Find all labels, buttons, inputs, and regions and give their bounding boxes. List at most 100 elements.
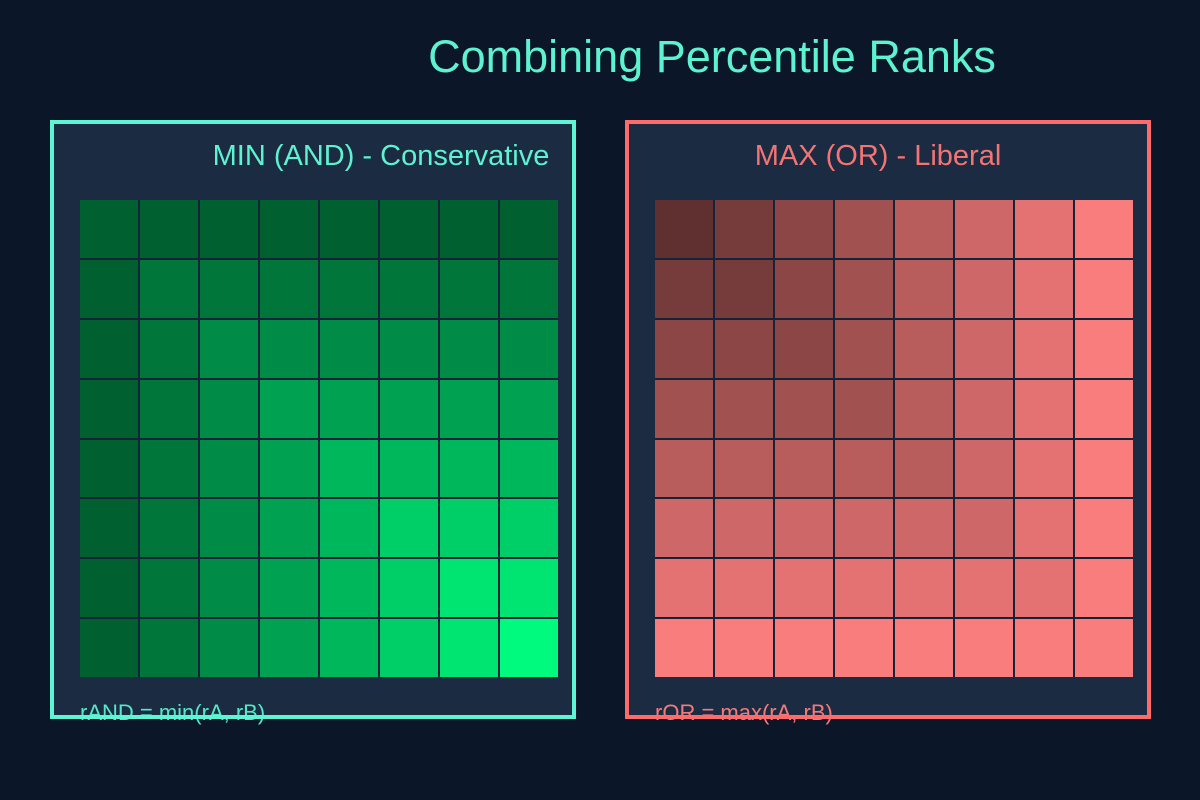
heatmap-cell (775, 259, 833, 318)
heatmap-cell (895, 619, 953, 677)
heatmap-cell (895, 439, 953, 498)
heatmap-cell (835, 379, 893, 438)
heatmap-cell (260, 559, 318, 618)
heatmap-cell (655, 619, 713, 677)
heatmap-cell (500, 259, 558, 318)
heatmap-cell (200, 559, 258, 618)
heatmap-cell (320, 319, 378, 378)
heatmap-cell (1075, 259, 1133, 318)
heatmap-cell (835, 439, 893, 498)
heatmap-cell (440, 200, 498, 258)
heatmap-cell (380, 379, 438, 438)
heatmap-cell (200, 619, 258, 677)
heatmap-cell (440, 559, 498, 618)
heatmap-cell (955, 259, 1013, 318)
heatmap-cell (775, 200, 833, 258)
heatmap-cell (140, 259, 198, 318)
heatmap-cell (440, 499, 498, 558)
heatmap-cell (895, 259, 953, 318)
heatmap-cell (715, 619, 773, 677)
heatmap-cell (1075, 200, 1133, 258)
heatmap-cell (775, 619, 833, 677)
heatmap-cell (80, 559, 138, 618)
heatmap-cell (440, 319, 498, 378)
heatmap-cell (380, 439, 438, 498)
heatmap-cell (80, 379, 138, 438)
heatmap-cell (715, 439, 773, 498)
heatmap-cell (140, 200, 198, 258)
heatmap-cell (440, 439, 498, 498)
heatmap-cell (500, 499, 558, 558)
heatmap-cell (1075, 559, 1133, 618)
heatmap-cell (80, 499, 138, 558)
heatmap-cell (500, 319, 558, 378)
heatmap-cell (200, 439, 258, 498)
heatmap-cell (500, 200, 558, 258)
heatmap-cell (715, 200, 773, 258)
heatmap-cell (140, 439, 198, 498)
panel-max-or: MAX (OR) - Liberal rOR = max(rA, rB) (625, 120, 1151, 724)
heatmap-cell (1015, 439, 1073, 498)
heatmap-cell (80, 619, 138, 677)
formula-max-label: rOR = max(rA, rB) (655, 700, 833, 725)
heatmap-cell (320, 499, 378, 558)
heatmap-cell (80, 259, 138, 318)
heatmap-cell (260, 499, 318, 558)
heatmap-cell (320, 200, 378, 258)
heatmap-cell (1015, 200, 1073, 258)
heatmap-cell (500, 619, 558, 677)
heatmap-cell (1015, 379, 1073, 438)
heatmap-cell (440, 379, 498, 438)
heatmap-cell (500, 439, 558, 498)
heatmap-cell (80, 439, 138, 498)
heatmap-cell (200, 200, 258, 258)
heatmap-cell (715, 259, 773, 318)
heatmap-cell (655, 200, 713, 258)
heatmap-cell (320, 379, 378, 438)
heatmap-cell (320, 619, 378, 677)
heatmap-cell (140, 619, 198, 677)
heatmap-cell (835, 259, 893, 318)
heatmap-cell (80, 200, 138, 258)
heatmap-cell (1015, 619, 1073, 677)
heatmap-cell (895, 379, 953, 438)
heatmap-min (80, 200, 558, 677)
panel-max-title: MAX (OR) - Liberal (754, 140, 1002, 172)
heatmap-cell (895, 200, 953, 258)
heatmap-cell (380, 619, 438, 677)
heatmap-cell (80, 319, 138, 378)
heatmap-cell (380, 259, 438, 318)
heatmap-cell (955, 319, 1013, 378)
heatmap-cell (260, 319, 318, 378)
heatmap-cell (775, 559, 833, 618)
heatmap-cell (715, 499, 773, 558)
heatmap-cell (1075, 379, 1133, 438)
panel-min-title: MIN (AND) - Conservative (212, 140, 550, 172)
heatmap-cell (380, 200, 438, 258)
heatmap-cell (500, 379, 558, 438)
heatmap-cell (200, 499, 258, 558)
heatmap-cell (1015, 259, 1073, 318)
heatmap-cell (200, 379, 258, 438)
heatmap-cell (715, 319, 773, 378)
heatmap-cell (895, 559, 953, 618)
heatmap-cell (1015, 499, 1073, 558)
heatmap-cell (715, 559, 773, 618)
heatmap-cell (955, 200, 1013, 258)
heatmap-cell (140, 559, 198, 618)
heatmap-cell (1075, 439, 1133, 498)
heatmap-cell (440, 619, 498, 677)
heatmap-cell (955, 559, 1013, 618)
panel-min-bottom-border (50, 715, 576, 719)
heatmap-cell (955, 439, 1013, 498)
formula-min-label: rAND = min(rA, rB) (80, 700, 266, 725)
heatmap-cell (835, 619, 893, 677)
heatmap-cell (655, 259, 713, 318)
heatmap-cell (380, 319, 438, 378)
heatmap-cell (260, 200, 318, 258)
figure-title: Combining Percentile Ranks (428, 31, 996, 82)
heatmap-cell (775, 319, 833, 378)
heatmap-cell (775, 499, 833, 558)
heatmap-cell (260, 439, 318, 498)
heatmap-cell (775, 379, 833, 438)
